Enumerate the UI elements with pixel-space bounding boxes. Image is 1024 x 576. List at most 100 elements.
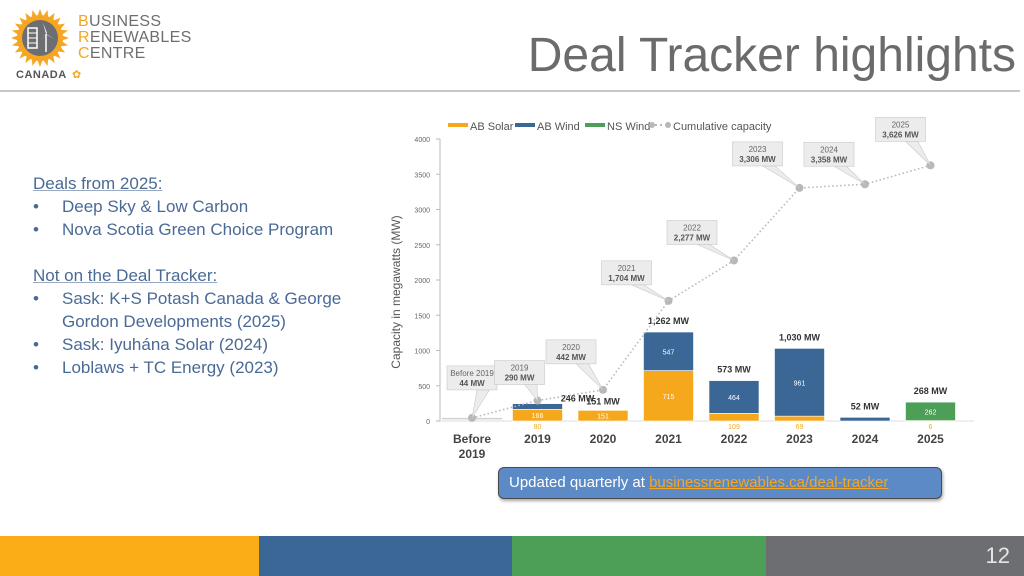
legend-label: NS Wind (607, 121, 650, 133)
callout-year: 2021 (618, 264, 636, 273)
bar-value-label: 151 (597, 414, 609, 421)
bar-ab-wind (708, 380, 760, 414)
deal-tracker-link[interactable]: businessrenewables.ca/deal-tracker (649, 474, 889, 491)
y-tick-label: 500 (418, 384, 430, 391)
brc-logo: BUSINESS RENEWABLES CENTRE CANADA ✿ (10, 8, 200, 88)
bar-total-label: 573 MW (717, 365, 751, 375)
callout-box (732, 141, 783, 167)
callout-box (545, 339, 597, 365)
section-heading-2025-deals: Deals from 2025: (33, 174, 163, 193)
footer-band-blue (259, 536, 512, 576)
callout-value: 1,704 MW (608, 274, 645, 283)
x-tick-label: 2025 (917, 432, 944, 446)
legend-swatch-ns-wind (585, 123, 605, 127)
callout-year: 2019 (511, 364, 529, 373)
callout-value: 2,277 MW (674, 233, 711, 242)
callout-box (494, 360, 545, 385)
y-tick-label: 1000 (414, 349, 430, 356)
bar-value-label: 166 (532, 413, 544, 420)
bar-ab-wind (839, 417, 891, 422)
x-tick-label: 2020 (590, 432, 617, 446)
x-tick-label: 2023 (786, 432, 813, 446)
bar-value-label: 715 (663, 394, 675, 401)
sun-logo-icon (11, 9, 69, 67)
callout-year: 2022 (683, 223, 701, 232)
callout-value: 3,306 MW (739, 155, 776, 164)
legend-swatch-ab-wind (515, 123, 535, 127)
deals-2025-list: Deep Sky & Low Carbon Nova Scotia Green … (33, 195, 393, 241)
x-tick-label: 2019 (524, 432, 551, 446)
callout-pointer (631, 284, 669, 302)
callout-value: 44 MW (459, 379, 485, 388)
logo-line-2: ENEWABLES (89, 29, 192, 46)
callout-box (803, 141, 855, 167)
x-tick-label: 2024 (852, 432, 879, 446)
x-tick-label: 2022 (721, 432, 748, 446)
footer-band-gray (766, 536, 1024, 576)
callout-value: 442 MW (556, 353, 586, 362)
callout-year: 2024 (820, 145, 838, 154)
bar-value-label: 109 (728, 424, 740, 431)
y-tick-label: 2000 (414, 278, 430, 285)
update-note-text: Updated quarterly at (509, 474, 650, 491)
bar-value-label: 547 (663, 349, 675, 356)
bar-total-label: 246 MW (561, 394, 595, 404)
callout-box (666, 220, 718, 245)
chart-legend: AB Solar AB Wind NS Wind Cumulative capacit… (448, 121, 772, 133)
callout-value: 3,626 MW (882, 130, 919, 139)
bar-ab-wind (643, 331, 694, 371)
legend-label: Cumulative capacity (673, 121, 772, 133)
logo-line-1: USINESS (88, 13, 162, 30)
bar-value-label: 961 (794, 380, 806, 387)
deal-notes: Deals from 2025: Deep Sky & Low Carbon N… (33, 172, 393, 379)
callout-year: 2023 (749, 145, 767, 154)
bar-value-label: 6 (929, 424, 933, 431)
list-item: Deep Sky & Low Carbon (33, 195, 393, 218)
x-tick-label: 2021 (655, 432, 682, 446)
page-title: Deal Tracker highlights (527, 29, 1016, 82)
y-tick-label: 2500 (414, 243, 430, 250)
bars: 166 80 246 MW 151 151 MW 715 547 1,262 MW 109 464… (442, 316, 956, 431)
callout-box (601, 260, 652, 286)
y-tick-label: 0 (426, 419, 430, 426)
bar-ab-solar (774, 415, 825, 422)
bar-ab-solar (577, 410, 629, 422)
y-tick-label: 1500 (414, 313, 430, 320)
bar-total-label: 1,262 MW (648, 316, 690, 326)
legend-label: AB Wind (537, 121, 580, 133)
maple-leaf-icon: ✿ (72, 69, 82, 81)
bar-value-label: 262 (925, 409, 937, 416)
y-tick-label: 4000 (414, 137, 430, 144)
bar-total-label: 151 MW (586, 396, 620, 406)
y-tick-label: 3000 (414, 208, 430, 215)
callout-box (875, 117, 926, 142)
list-item: Nova Scotia Green Choice Program (33, 218, 393, 241)
callout-box (446, 365, 498, 391)
logo-wordmark: BUSINESS RENEWABLES CENTRE (78, 13, 192, 62)
callout-pointer (471, 389, 491, 419)
callout-pointer (904, 141, 931, 166)
footer-band-orange (0, 536, 259, 576)
bar-ab-solar (708, 413, 760, 422)
callout-year: 2020 (562, 343, 580, 352)
legend-label: AB Solar (470, 121, 514, 133)
legend-swatch-ab-solar (448, 123, 468, 127)
callout-pointer (575, 363, 604, 391)
callout-pointer (832, 165, 866, 185)
deal-tracker-chart: AB Solar AB Wind NS Wind Cumulative capacit… (389, 117, 974, 461)
bar-ab-wind (774, 348, 825, 417)
callout-year: Before 2019 (450, 369, 494, 378)
bar-ns-wind (905, 401, 956, 421)
header-divider (0, 90, 1020, 92)
bar-value-label: 464 (728, 395, 740, 402)
y-tick-label: 3500 (414, 172, 430, 179)
callout-pointer (761, 165, 800, 189)
